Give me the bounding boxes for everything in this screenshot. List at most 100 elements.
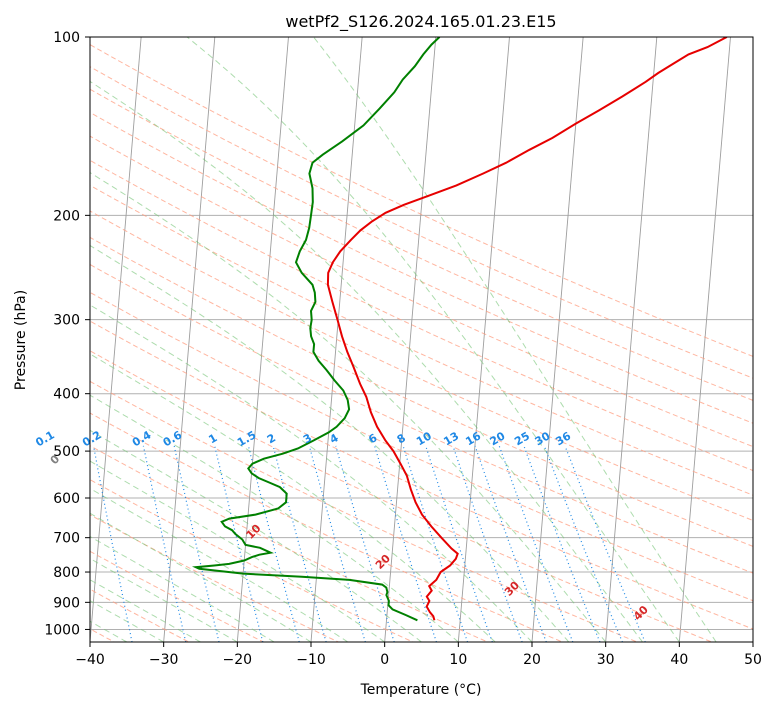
moist-adiabat bbox=[90, 244, 570, 642]
mixing-ratio-label: 25 bbox=[512, 429, 532, 448]
isotherm-line bbox=[163, 37, 216, 642]
moist-adiabat bbox=[313, 37, 717, 642]
mixing-ratio-label: 8 bbox=[395, 431, 408, 446]
x-tick-label: −10 bbox=[296, 652, 326, 668]
x-tick-label: 10 bbox=[449, 652, 467, 668]
isotherm-line bbox=[236, 37, 289, 642]
temperature-profile bbox=[326, 37, 728, 621]
mixing-ratio-line bbox=[474, 445, 547, 642]
moist-adiabat bbox=[90, 557, 238, 642]
x-tick-label: 0 bbox=[380, 652, 389, 668]
chart-title: wetPf2_S126.2024.165.01.23.E15 bbox=[285, 12, 556, 32]
mixing-ratio-label: 0.6 bbox=[161, 428, 185, 449]
mixing-ratio-label: 13 bbox=[441, 429, 461, 448]
x-axis: −40 −30 −20 −10 0 10 20 30 40 50 bbox=[75, 642, 762, 668]
x-tick-label: −40 bbox=[75, 652, 105, 668]
moist-adiabat bbox=[90, 512, 312, 642]
mixing-ratio-line bbox=[402, 445, 469, 642]
x-tick-label: 30 bbox=[597, 652, 615, 668]
moist-adiabat bbox=[90, 171, 607, 642]
y-tick-label: 500 bbox=[53, 444, 80, 460]
x-tick-label: −30 bbox=[149, 652, 179, 668]
moist-adiabat bbox=[90, 394, 459, 642]
mixing-ratio-line bbox=[214, 445, 264, 642]
x-tick-label: −20 bbox=[223, 652, 253, 668]
y-tick-label: 1000 bbox=[44, 622, 80, 638]
x-axis-label: Temperature (°C) bbox=[360, 682, 482, 698]
y-tick-label: 800 bbox=[53, 565, 80, 581]
mixing-ratio-label: 6 bbox=[366, 431, 379, 446]
isotherm-line bbox=[605, 37, 658, 642]
isotherm-line bbox=[457, 37, 510, 642]
mixing-ratio-line bbox=[543, 445, 623, 642]
y-tick-label: 400 bbox=[53, 387, 80, 403]
dry-adiabat bbox=[90, 66, 753, 379]
y-tick-label: 600 bbox=[53, 491, 80, 507]
x-tick-label: 40 bbox=[670, 652, 688, 668]
moist-adiabat bbox=[90, 460, 385, 642]
mixing-ratio-line bbox=[93, 445, 133, 642]
mixing-ratio-label: 2 bbox=[265, 431, 278, 446]
mixing-ratio-line bbox=[335, 445, 395, 642]
dry-adiabat bbox=[90, 588, 190, 642]
dry-adiabat bbox=[90, 479, 414, 642]
x-tick-label: 20 bbox=[523, 652, 541, 668]
isotherm-line bbox=[752, 636, 753, 642]
dry-adiabat bbox=[90, 320, 753, 630]
y-tick-label: 700 bbox=[53, 531, 80, 547]
dry-adiabat bbox=[90, 380, 638, 642]
mixing-ratio-label: 1 bbox=[206, 431, 219, 446]
moist-adiabat bbox=[90, 353, 496, 642]
y-axis: 100 200 300 400 500 600 700 800 900 1000 bbox=[44, 30, 90, 638]
mixing-ratio-line bbox=[452, 445, 523, 642]
mixing-ratio-line bbox=[173, 445, 220, 642]
moist-adiabat-label: 20 bbox=[373, 552, 393, 572]
dewpoint-profile bbox=[191, 37, 441, 622]
dry-adiabat bbox=[90, 210, 753, 521]
mixing-ratio-label: 4 bbox=[328, 431, 341, 446]
dry-adiabat bbox=[90, 550, 264, 642]
profile-lines bbox=[191, 37, 728, 622]
dry-adiabat bbox=[90, 88, 753, 401]
dry-adiabat bbox=[90, 514, 339, 642]
mixing-ratio-line bbox=[247, 445, 300, 642]
dry-adiabat bbox=[90, 445, 488, 642]
moist-adiabat bbox=[90, 429, 422, 642]
mixing-ratio-line bbox=[142, 445, 187, 642]
mixing-ratio-label: 0.2 bbox=[80, 428, 103, 449]
x-tick-label: 50 bbox=[744, 652, 762, 668]
dry-adiabat bbox=[90, 44, 753, 357]
y-tick-label: 200 bbox=[53, 208, 80, 224]
isotherm-line bbox=[384, 37, 437, 642]
isotherm-line bbox=[531, 37, 584, 642]
isotherm-line bbox=[678, 37, 731, 642]
dry-adiabat bbox=[90, 350, 712, 642]
mixing-ratio-label: 3 bbox=[301, 431, 314, 446]
mixing-ratio-label: 20 bbox=[488, 429, 508, 448]
dry-adiabat bbox=[90, 236, 753, 547]
background-lines bbox=[90, 37, 753, 642]
dry-adiabat bbox=[90, 263, 753, 574]
moist-adiabat bbox=[90, 80, 643, 642]
mixing-ratio-line bbox=[425, 445, 493, 642]
y-tick-label: 300 bbox=[53, 313, 80, 329]
mixing-ratio-line bbox=[308, 445, 366, 642]
mixing-ratio-label: 0.4 bbox=[130, 428, 154, 449]
y-tick-label: 100 bbox=[53, 30, 80, 46]
plot-frame bbox=[89, 36, 754, 643]
y-tick-label: 900 bbox=[53, 595, 80, 611]
y-axis-label: Pressure (hPa) bbox=[13, 290, 29, 390]
moist-adiabat-label: 10 bbox=[244, 521, 264, 541]
mixing-ratio-label: 10 bbox=[414, 429, 434, 448]
moist-adiabat bbox=[90, 535, 275, 642]
moist-adiabat-label: 40 bbox=[631, 603, 651, 623]
dry-adiabat bbox=[90, 184, 753, 496]
moist-adiabat-label: 30 bbox=[502, 579, 522, 599]
dry-adiabat bbox=[90, 159, 753, 472]
moist-adiabat bbox=[186, 37, 680, 642]
dry-adiabat bbox=[90, 291, 753, 602]
moist-adiabat bbox=[90, 579, 201, 642]
mixing-ratio-line bbox=[374, 445, 437, 642]
moist-adiabat bbox=[90, 487, 349, 642]
